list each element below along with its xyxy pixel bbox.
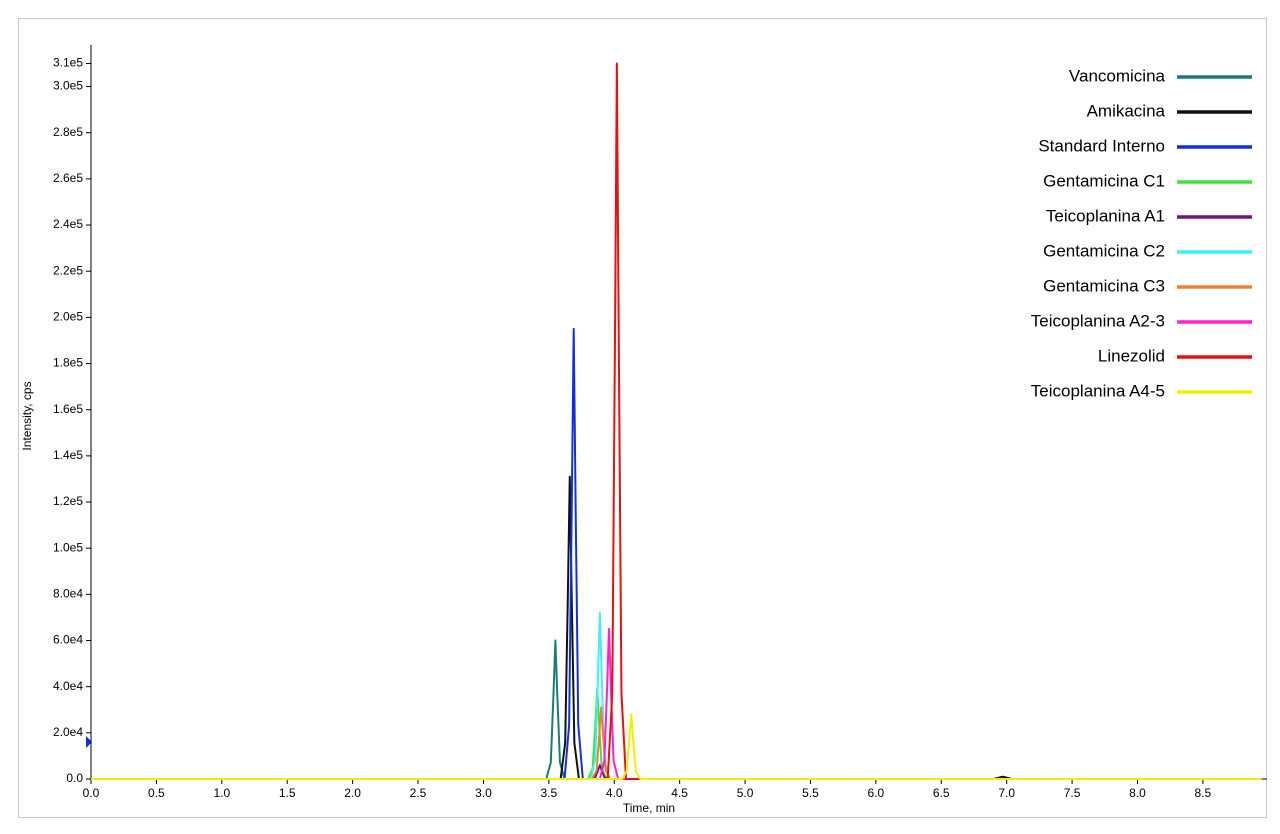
y-tick-label: 1.4e5	[53, 448, 83, 462]
y-tick-label: 0.0	[66, 771, 83, 785]
x-tick-label: 8.5	[1195, 786, 1212, 800]
legend-label: Teicoplanina A1	[1046, 206, 1165, 225]
x-tick-label: 1.5	[279, 786, 296, 800]
series-line	[91, 627, 1262, 780]
y-tick-label: 2.6e5	[53, 171, 83, 185]
y-tick-label: 3.1e5	[53, 56, 83, 70]
x-tick-label: 6.5	[933, 786, 950, 800]
y-tick-label: 3.0e5	[53, 79, 83, 93]
chart-frame	[18, 18, 1267, 818]
legend-label: Gentamicina C2	[1043, 241, 1165, 260]
legend-label: Teicoplanina A4-5	[1031, 381, 1165, 400]
series-line	[91, 62, 1262, 780]
plot-area	[91, 62, 1262, 780]
legend-label: Amikacina	[1087, 101, 1166, 120]
y-axis-title: Intensity, cps	[20, 381, 34, 450]
x-tick-label: 4.0	[606, 786, 623, 800]
x-tick-label: 6.0	[868, 786, 885, 800]
legend-label: Linezolid	[1098, 346, 1165, 365]
y-tick-label: 2.2e5	[53, 263, 83, 277]
x-tick-label: 2.5	[410, 786, 427, 800]
legend-label: Teicoplanina A2-3	[1031, 311, 1165, 330]
x-tick-label: 7.5	[1064, 786, 1081, 800]
y-tick-label: 1.2e5	[53, 494, 83, 508]
y-tick-label: 2.4e5	[53, 217, 83, 231]
x-axis-title: Time, min	[623, 801, 675, 815]
series-line	[91, 475, 1262, 780]
y-tick-label: 2.0e5	[53, 310, 83, 324]
series-line	[91, 327, 1262, 780]
y-tick-label: 1.0e5	[53, 540, 83, 554]
series-line	[91, 639, 1262, 780]
x-tick-label: 8.0	[1129, 786, 1146, 800]
y-tick-label: 8.0e4	[53, 587, 83, 601]
threshold-marker	[86, 736, 92, 748]
x-tick-label: 2.0	[344, 786, 361, 800]
x-tick-label: 1.0	[213, 786, 230, 800]
x-tick-label: 0.5	[148, 786, 165, 800]
x-tick-label: 3.5	[540, 786, 557, 800]
series-line	[91, 713, 1262, 780]
x-tick-label: 4.5	[671, 786, 688, 800]
y-tick-label: 4.0e4	[53, 679, 83, 693]
legend-label: Standard Interno	[1038, 136, 1165, 155]
legend-label: Gentamicina C1	[1043, 171, 1165, 190]
x-tick-label: 0.0	[83, 786, 100, 800]
y-tick-label: 1.6e5	[53, 402, 83, 416]
x-tick-label: 5.0	[737, 786, 754, 800]
y-tick-label: 2.8e5	[53, 125, 83, 139]
x-tick-label: 7.0	[998, 786, 1015, 800]
x-tick-label: 3.0	[475, 786, 492, 800]
legend-label: Gentamicina C3	[1043, 276, 1165, 295]
y-tick-label: 6.0e4	[53, 633, 83, 647]
x-tick-label: 5.5	[802, 786, 819, 800]
legend-label: Vancomicina	[1069, 66, 1166, 85]
y-tick-label: 2.0e4	[53, 725, 83, 739]
y-tick-label: 1.8e5	[53, 356, 83, 370]
